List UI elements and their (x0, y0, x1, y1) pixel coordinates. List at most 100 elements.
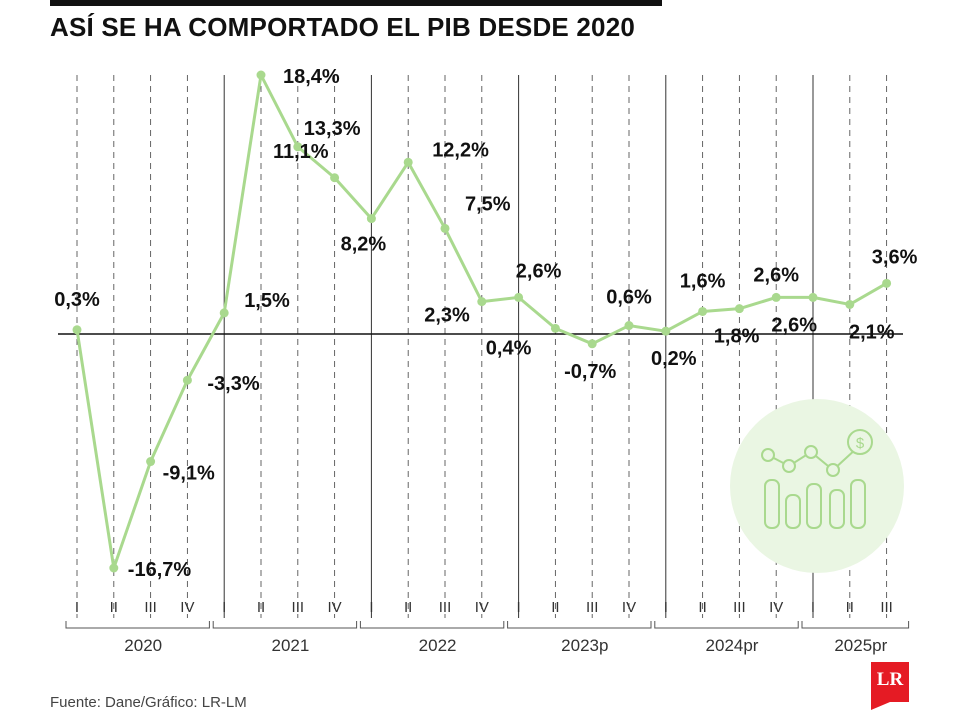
data-point (72, 325, 82, 335)
data-label: 12,2% (432, 139, 489, 161)
data-point (514, 292, 524, 302)
data-point (403, 157, 413, 167)
year-bracket (212, 621, 358, 629)
data-point (808, 292, 818, 302)
icon-bar (785, 494, 801, 529)
data-label: 11,1% (273, 141, 329, 163)
data-point (182, 375, 192, 385)
gdp-line-chart: 0,3% -16,7% -9,1% -3,3% 1,5% 18,4% 13,3%11,1% 8… (54, 66, 918, 655)
icon-trend-point (782, 459, 796, 473)
icon-bars (764, 479, 866, 529)
dollar-sign-icon: $ (856, 435, 865, 452)
source-note: Fuente: Dane/Gráfico: LR-LM (50, 694, 247, 711)
data-point (845, 299, 855, 309)
data-label: 8,2% (341, 234, 387, 256)
quarter-tick-label: IV (769, 599, 783, 616)
icon-trend-points (761, 445, 840, 477)
data-point (698, 306, 708, 316)
quarter-tick-label: II (846, 599, 854, 616)
quarter-tick-label: I (664, 599, 668, 616)
quarter-tick-label: II (257, 599, 265, 616)
icon-bar (850, 479, 866, 529)
data-label: 2,6% (771, 314, 817, 336)
icon-trend-point (804, 445, 818, 459)
data-point (440, 223, 450, 233)
data-point (219, 308, 229, 318)
icon-trend-point (826, 463, 840, 477)
year-label: 2020 (124, 636, 162, 655)
data-point (366, 214, 376, 224)
icon-bar (829, 489, 845, 529)
data-point (771, 292, 781, 302)
year-bracket (65, 621, 210, 629)
year-bracket (654, 621, 799, 629)
chart-title: ASÍ SE HA COMPORTADO EL PIB DESDE 2020 (50, 12, 636, 42)
year-label: 2023p (561, 636, 608, 655)
data-label: 18,4% (283, 66, 340, 88)
lr-logo: LR (871, 662, 909, 702)
quarter-tick-label: II (698, 599, 706, 616)
data-point (293, 142, 303, 152)
title-bar-rule (50, 0, 662, 6)
year-label: 2024pr (706, 636, 759, 655)
data-label: 13,3% (304, 118, 361, 140)
year-label: 2021 (271, 636, 309, 655)
lr-logo-tab (871, 702, 909, 710)
dollar-coin-icon (847, 429, 873, 455)
quarter-tick-label: III (733, 599, 746, 616)
year-bracket (507, 621, 652, 629)
data-label: 2,6% (516, 260, 562, 282)
icon-bar (806, 483, 822, 529)
year-bracket (359, 621, 505, 629)
data-point (882, 278, 892, 288)
quarter-tick-label: I (369, 599, 373, 616)
data-label: 0,6% (606, 287, 652, 309)
quarter-tick-label: IV (180, 599, 194, 616)
quarter-tick-label: II (551, 599, 559, 616)
quarter-tick-label: III (144, 599, 157, 616)
data-label: 2,1% (849, 321, 895, 343)
data-point (550, 323, 560, 333)
data-point (624, 321, 634, 331)
data-label: 0,3% (54, 289, 100, 311)
quarter-tick-label: III (439, 599, 452, 616)
data-point (146, 457, 156, 467)
icon-trend-point (761, 448, 775, 462)
data-label: 2,6% (753, 264, 799, 286)
data-label: 1,8% (714, 326, 760, 348)
data-label: 1,5% (244, 290, 290, 312)
quarter-tick-label: III (586, 599, 599, 616)
quarter-tick-label: I (222, 599, 226, 616)
data-label: -0,7% (564, 361, 616, 383)
data-label: 0,2% (651, 348, 697, 370)
data-point (587, 339, 597, 349)
data-label: -9,1% (163, 463, 215, 485)
data-point (109, 563, 119, 573)
quarter-tick-label: I (517, 599, 521, 616)
year-label: 2022 (419, 636, 457, 655)
data-label: 0,4% (486, 337, 532, 359)
year-bracket (801, 621, 910, 629)
finance-chart-icon: $ (730, 399, 904, 573)
data-point (661, 326, 671, 336)
data-label: 1,6% (680, 270, 726, 292)
data-label: 7,5% (465, 193, 511, 215)
quarter-tick-label: IV (328, 599, 342, 616)
data-label: -16,7% (128, 559, 192, 581)
quarter-tick-label: IV (475, 599, 489, 616)
data-label: -3,3% (207, 373, 259, 395)
quarter-tick-label: II (110, 599, 118, 616)
quarter-tick-label: IV (622, 599, 636, 616)
year-label: 2025pr (834, 636, 887, 655)
icon-background-circle (730, 399, 904, 573)
data-label: 2,3% (424, 305, 470, 327)
quarter-tick-label: III (880, 599, 893, 616)
quarter-tick-label: II (404, 599, 412, 616)
icon-bar (764, 479, 780, 529)
quarter-tick-label: I (811, 599, 815, 616)
quarter-tick-label: III (292, 599, 305, 616)
data-point (330, 173, 340, 183)
data-point (477, 297, 487, 307)
data-point (256, 70, 266, 80)
data-label: 3,6% (872, 246, 918, 268)
